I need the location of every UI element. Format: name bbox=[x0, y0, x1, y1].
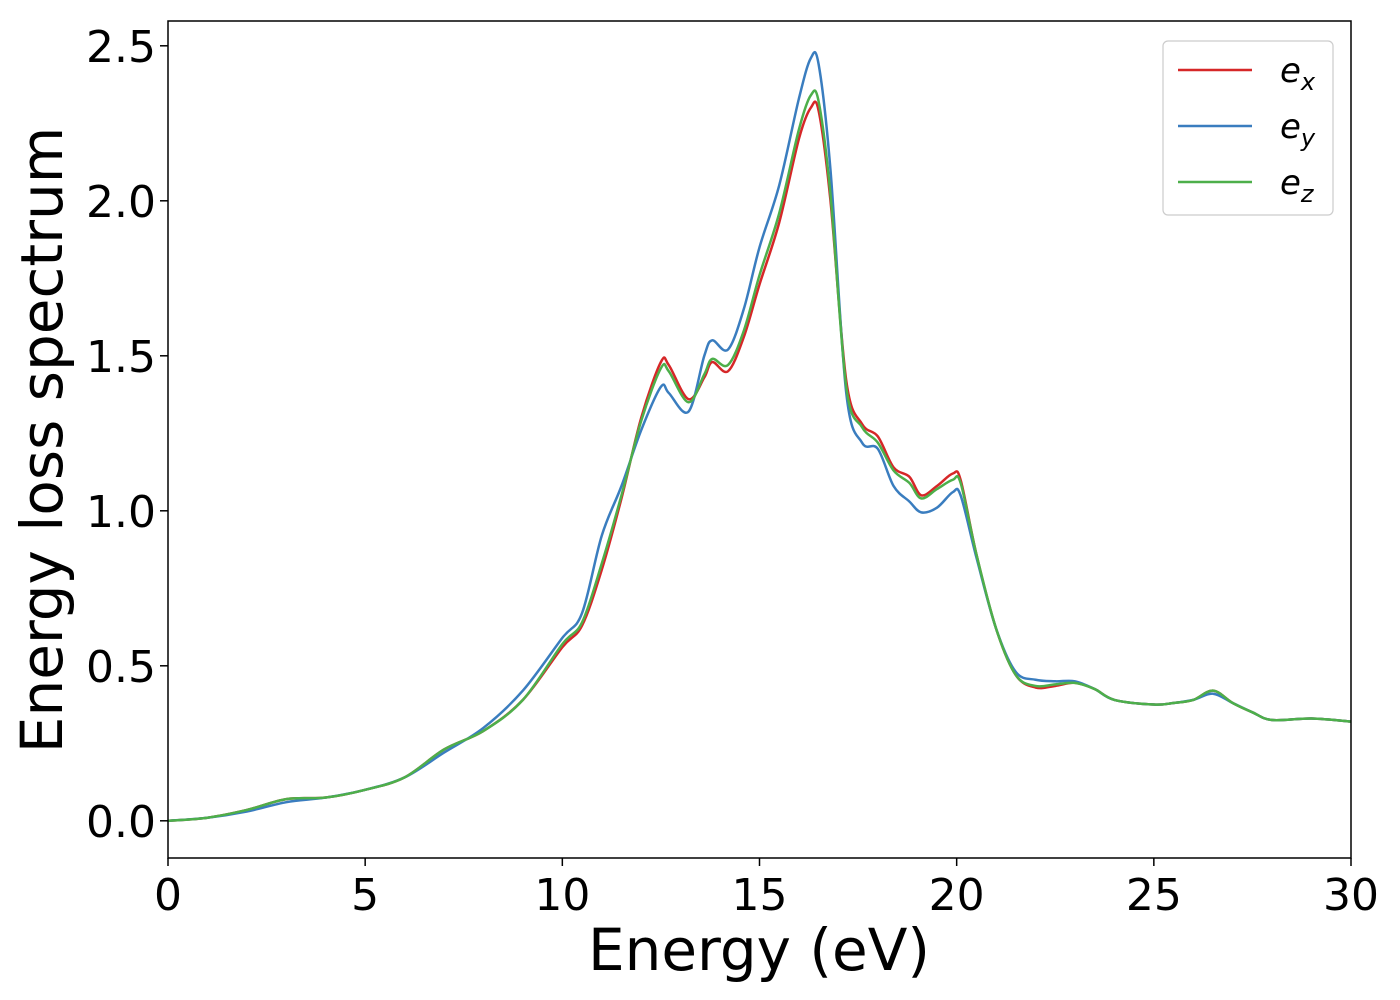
x-tick-label: 5 bbox=[351, 870, 379, 921]
x-tick-label: 30 bbox=[1323, 870, 1379, 921]
y-tick-label: 2.0 bbox=[86, 177, 156, 228]
legend-label-x: ex bbox=[1280, 51, 1316, 96]
legend: ex ey ez bbox=[1162, 40, 1334, 216]
y-axis-ticks: 0.0 0.5 1.0 1.5 2.0 2.5 bbox=[86, 22, 168, 848]
y-axis-label: Energy loss spectrum bbox=[8, 127, 76, 753]
x-tick-label: 20 bbox=[929, 870, 985, 921]
legend-box bbox=[1162, 40, 1334, 216]
y-tick-label: 1.0 bbox=[86, 487, 156, 538]
y-tick-label: 2.5 bbox=[86, 22, 156, 73]
series-layer bbox=[167, 50, 1352, 823]
x-tick-label: 10 bbox=[534, 870, 590, 921]
x-tick-label: 25 bbox=[1126, 870, 1182, 921]
legend-label-y: ey bbox=[1280, 107, 1316, 152]
plot-frame bbox=[167, 20, 1352, 859]
legend-label-z: ez bbox=[1280, 163, 1315, 208]
y-tick-label: 0.0 bbox=[86, 797, 156, 848]
x-axis-label: Energy (eV) bbox=[588, 916, 930, 984]
y-tick-label: 0.5 bbox=[86, 642, 156, 693]
x-axis-ticks: 0 5 10 15 20 25 30 bbox=[154, 858, 1379, 921]
y-tick-label: 1.5 bbox=[86, 332, 156, 383]
x-tick-label: 15 bbox=[732, 870, 788, 921]
plot-area bbox=[168, 21, 1351, 858]
series-line-z bbox=[167, 89, 1352, 823]
x-tick-label: 0 bbox=[154, 870, 182, 921]
